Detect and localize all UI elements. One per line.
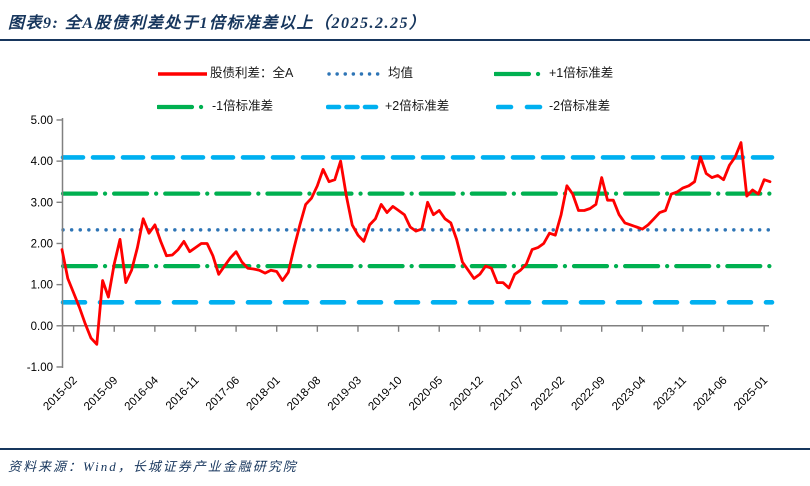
x-tick-label: 2016-04 xyxy=(123,374,162,413)
legend-marker-minus2sd xyxy=(495,100,551,112)
y-tick-label: 5.00 xyxy=(31,115,53,127)
legend-marker-minus1sd xyxy=(155,100,212,112)
x-tick-label: 2022-02 xyxy=(529,375,567,413)
legend-marker-mean xyxy=(326,67,380,79)
x-tick-label: 2022-09 xyxy=(569,375,607,413)
legend-marker-plus1sd xyxy=(492,67,549,79)
x-tick-label: 2018-01 xyxy=(245,375,283,413)
x-tick-label: 2015-02 xyxy=(41,375,79,413)
x-tick-label: 2021-07 xyxy=(488,375,526,413)
x-tick-label: 2025-01 xyxy=(732,375,770,413)
spread-line xyxy=(60,141,772,346)
y-tick-label: 3.00 xyxy=(31,197,53,209)
legend-marker-spread xyxy=(156,67,210,79)
y-tick-label: -1.00 xyxy=(27,362,53,374)
x-tick-label: 2015-09 xyxy=(82,375,120,413)
x-tick-label: 2018-08 xyxy=(285,375,323,413)
x-tick-label: 2024-06 xyxy=(691,375,729,413)
x-tick-label: 2020-12 xyxy=(448,375,486,413)
x-tick-label: 2019-10 xyxy=(366,375,404,413)
x-tick-label: 2019-03 xyxy=(326,375,364,413)
x-tick-label: 2023-04 xyxy=(610,374,649,413)
x-tick-label: 2020-05 xyxy=(407,375,445,413)
y-tick-label: 2.00 xyxy=(31,238,53,250)
x-tick-label: 2016-11 xyxy=(164,375,202,413)
legend-label-minus2sd: -2倍标准差 xyxy=(549,99,611,113)
x-tick-label: 2017-06 xyxy=(204,375,242,413)
y-tick-label: 1.00 xyxy=(31,280,53,292)
source-divider xyxy=(0,448,810,450)
legend-label-spread: 股债利差：全A xyxy=(210,66,294,80)
legend-marker-plus2sd xyxy=(325,100,381,112)
legend-label-mean: 均值 xyxy=(388,66,414,80)
figure-title: 图表9: 全A股债利差处于1倍标准差以上（2025.2.25） xyxy=(8,15,427,32)
legend: 股债利差：全A 均值 +1倍标准差 -1倍标准差 +2倍标准差 -2倍标准差 xyxy=(0,0,810,120)
x-tick-label: 2023-11 xyxy=(651,375,689,413)
title-divider xyxy=(0,39,810,41)
y-tick-label: 0.00 xyxy=(31,321,53,333)
y-tick-label: 4.00 xyxy=(31,156,53,168)
legend-label-minus1sd: -1倍标准差 xyxy=(212,99,274,113)
legend-label-plus1sd: +1倍标准差 xyxy=(549,66,614,80)
source-note: 资料来源：Wind，长城证券产业金融研究院 xyxy=(8,459,298,474)
legend-label-plus2sd: +2倍标准差 xyxy=(385,99,450,113)
